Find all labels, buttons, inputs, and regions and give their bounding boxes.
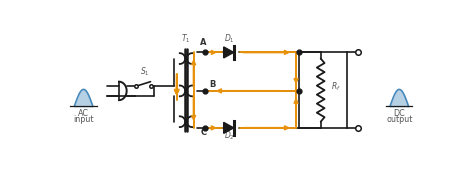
Text: C: C [201, 128, 207, 137]
Text: $D_1$: $D_1$ [224, 33, 235, 45]
Polygon shape [224, 122, 234, 133]
Text: output: output [386, 116, 412, 125]
Text: DC: DC [393, 109, 405, 118]
Text: $S_1$: $S_1$ [140, 66, 150, 78]
Text: AC: AC [78, 109, 89, 118]
Text: input: input [73, 116, 94, 125]
Text: $R_f$: $R_f$ [331, 80, 341, 93]
Text: B: B [209, 80, 215, 89]
Text: $T_1$: $T_1$ [181, 33, 191, 45]
Text: A: A [201, 39, 207, 48]
Text: $D_2$: $D_2$ [224, 130, 235, 142]
Polygon shape [224, 47, 234, 58]
